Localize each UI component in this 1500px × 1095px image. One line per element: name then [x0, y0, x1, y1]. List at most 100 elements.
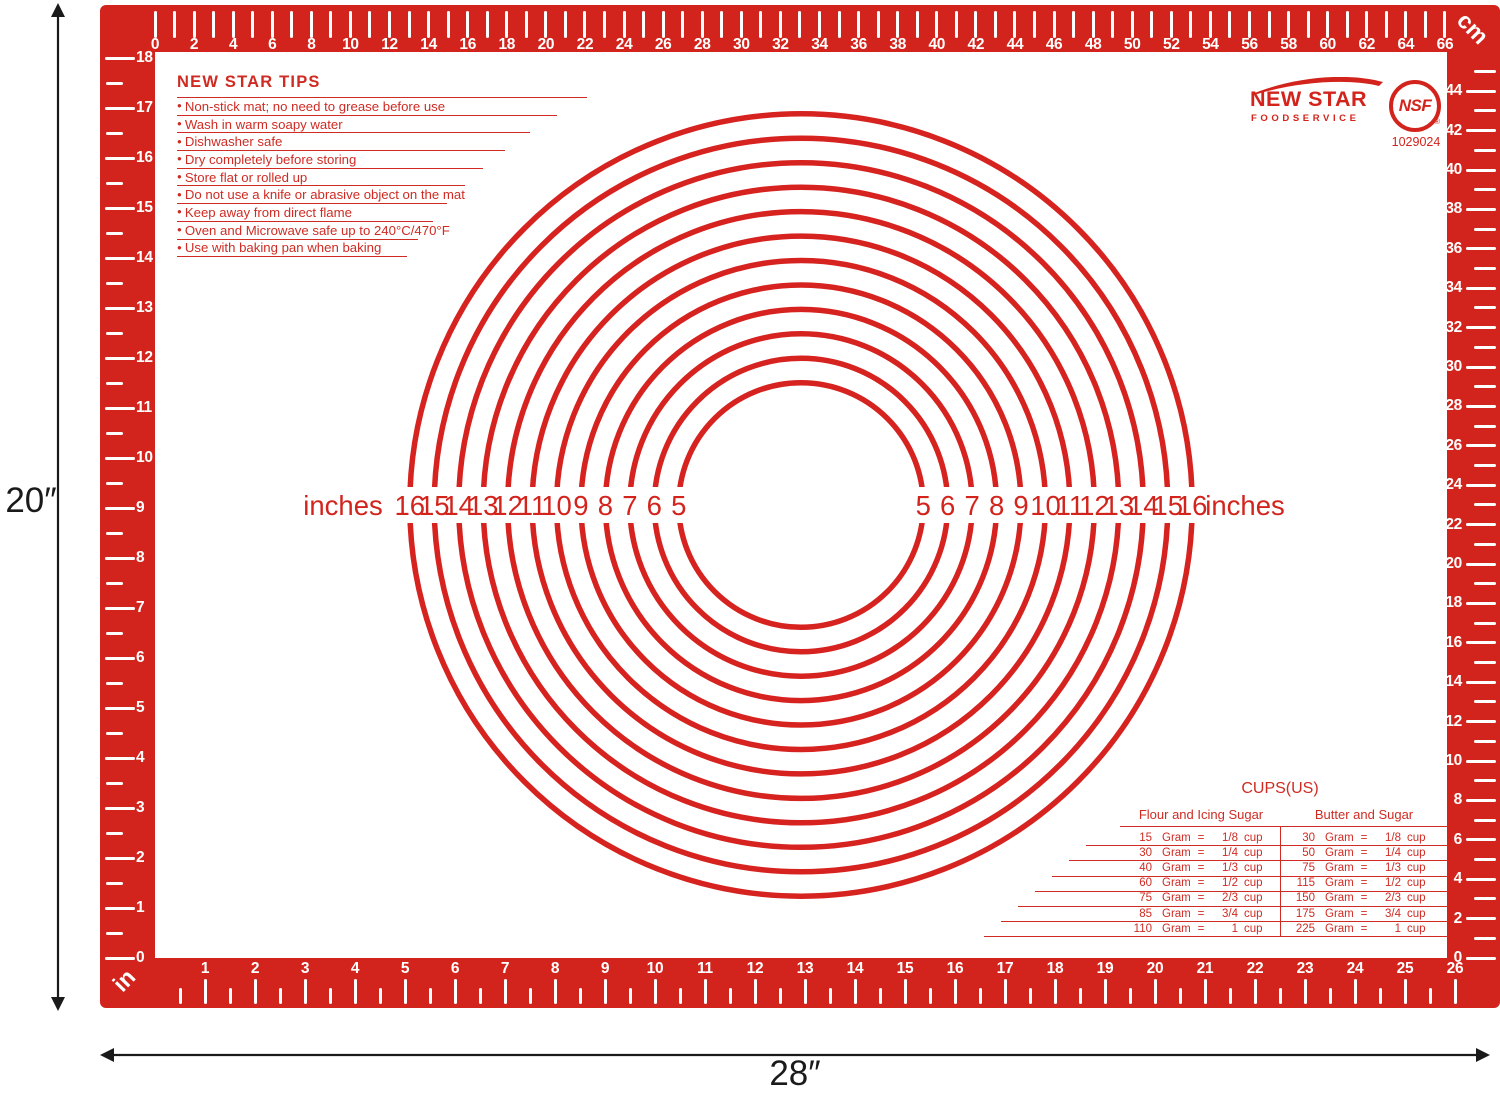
table-row: 60 Gram = 1/2 cup: [1126, 876, 1276, 891]
baking-mat: inches 16 15 14 13 12 11 10 9 8 7 6 5 5 6 7 8 9 10 11 12 13 14…: [100, 5, 1500, 1008]
circle-size-label: 10: [541, 490, 572, 521]
table-cell: =: [1360, 846, 1368, 859]
table-row: 175 Gram = 3/4 cup: [1289, 906, 1439, 921]
table-cell: 3/4: [1385, 907, 1401, 920]
circle-unit-label-left: inches: [303, 490, 383, 521]
table-cell: 1/3: [1222, 861, 1238, 874]
width-dimension-arrow: [100, 1048, 1490, 1062]
circle-size-label: 7: [622, 490, 637, 521]
swoosh-icon: [1252, 77, 1383, 95]
table-cell: cup: [1244, 861, 1263, 874]
table-rule: [1052, 875, 1448, 877]
table-cell: 40: [1139, 861, 1152, 874]
table-cell: Gram: [1162, 907, 1191, 920]
table-row: 110 Gram = 1 cup: [1126, 921, 1276, 936]
table-cell: =: [1197, 877, 1205, 890]
tip-text: Non-stick mat; no need to grease before …: [184, 98, 446, 114]
table-cell: Gram: [1325, 831, 1354, 844]
table-row: 115 Gram = 1/2 cup: [1289, 876, 1439, 891]
table-cell: =: [1197, 922, 1205, 935]
table-cell: 60: [1139, 877, 1152, 890]
table-row: 75 Gram = 1/3 cup: [1289, 860, 1439, 875]
table-cell: =: [1360, 907, 1368, 920]
table-row: 40 Gram = 1/3 cup: [1126, 860, 1276, 875]
table-cell: 2/3: [1222, 892, 1238, 905]
tip-text: Oven and Microwave safe up to 240°C/470°…: [184, 222, 450, 238]
table-cell: cup: [1407, 831, 1426, 844]
table-cell: Gram: [1325, 861, 1354, 874]
bullet-icon: ●: [177, 154, 182, 164]
table-cell: =: [1197, 907, 1205, 920]
table-cell: Gram: [1325, 922, 1354, 935]
height-dimension-label: 20″: [5, 481, 57, 520]
circle-size-label: 13: [468, 490, 499, 521]
table-cell: 85: [1139, 907, 1152, 920]
circle-size-label: 7: [965, 490, 980, 521]
table-cell: 1/3: [1385, 861, 1401, 874]
tip-text: Store flat or rolled up: [184, 169, 308, 185]
cups-table-title: CUPS(US): [1241, 780, 1319, 797]
table-cell: Gram: [1162, 846, 1191, 859]
table-cell: cup: [1407, 892, 1426, 905]
tip-text: Use with baking pan when baking: [184, 240, 382, 256]
tip-item: ● Keep away from direct flame: [177, 204, 433, 222]
table-cell: cup: [1244, 877, 1263, 890]
table-cell: 3/4: [1222, 907, 1238, 920]
table-row: 30 Gram = 1/4 cup: [1126, 845, 1276, 860]
bullet-icon: ●: [177, 101, 182, 111]
tip-item: ● Oven and Microwave safe up to 240°C/470…: [177, 222, 450, 240]
bullet-icon: ●: [177, 207, 182, 217]
circle-size-label: 9: [573, 490, 588, 521]
table-cell: 1/2: [1222, 877, 1238, 890]
table-cell: 1/8: [1222, 831, 1238, 844]
table-cell: 225: [1295, 922, 1315, 935]
brand-logo: NEW STAR FOODSERVICE: [1250, 77, 1395, 137]
height-dimension-arrow: [51, 3, 65, 1011]
table-cell: =: [1197, 892, 1205, 905]
table-row: 225 Gram = 1 cup: [1289, 921, 1439, 936]
table-cell: =: [1360, 877, 1368, 890]
cups-column-header: Flour and Icing Sugar: [1138, 807, 1264, 822]
table-cell: 75: [1302, 861, 1315, 874]
circle-size-label: 15: [1152, 490, 1183, 521]
table-cell: Gram: [1162, 861, 1191, 874]
bullet-icon: ●: [177, 242, 182, 252]
table-cell: =: [1360, 922, 1368, 935]
tip-item: ● Dishwasher safe: [177, 133, 505, 152]
bullet-icon: ●: [177, 189, 182, 199]
table-cell: 2/3: [1385, 892, 1401, 905]
table-cell: 150: [1295, 892, 1315, 905]
tip-text: Wash in warm soapy water: [184, 116, 343, 132]
table-cell: 15: [1139, 831, 1152, 844]
label-band: [392, 487, 1210, 523]
table-cell: Gram: [1162, 831, 1191, 844]
tip-text: Dry completely before storing: [184, 151, 357, 167]
circle-size-label: 12: [492, 490, 523, 521]
table-cell: cup: [1407, 861, 1426, 874]
bullet-icon: ●: [177, 172, 182, 182]
cups-column: Butter and Sugar 30 Gram = 1/8 cup 50 Gram = 1/4 c…: [1289, 807, 1439, 936]
table-cell: =: [1197, 846, 1205, 859]
circle-size-label: 8: [598, 490, 613, 521]
table-rule: [984, 936, 1448, 938]
table-cell: cup: [1407, 922, 1426, 935]
table-rule: [1086, 845, 1448, 847]
table-divider: [1280, 826, 1281, 937]
table-rule: [1001, 921, 1448, 923]
cups-table: CUPS(US) Flour and Icing Sugar 15 Gram = 1/8…: [980, 780, 1448, 950]
table-cell: 1/2: [1385, 877, 1401, 890]
circle-size-label: 14: [443, 490, 474, 521]
circle-size-label: 8: [989, 490, 1004, 521]
tip-item: ● Use with baking pan when baking: [177, 240, 407, 258]
table-cell: 115: [1296, 877, 1315, 890]
circle-size-label: 15: [419, 490, 450, 521]
tip-item: ● Wash in warm soapy water: [177, 116, 530, 134]
circle-size-label: 5: [671, 490, 686, 521]
brand-subtitle: FOODSERVICE: [1251, 113, 1360, 124]
table-cell: Gram: [1325, 892, 1354, 905]
table-cell: Gram: [1325, 907, 1354, 920]
table-row: 15 Gram = 1/8 cup: [1126, 830, 1276, 845]
registered-mark: ®: [1434, 117, 1440, 126]
table-rule: [1035, 890, 1448, 892]
